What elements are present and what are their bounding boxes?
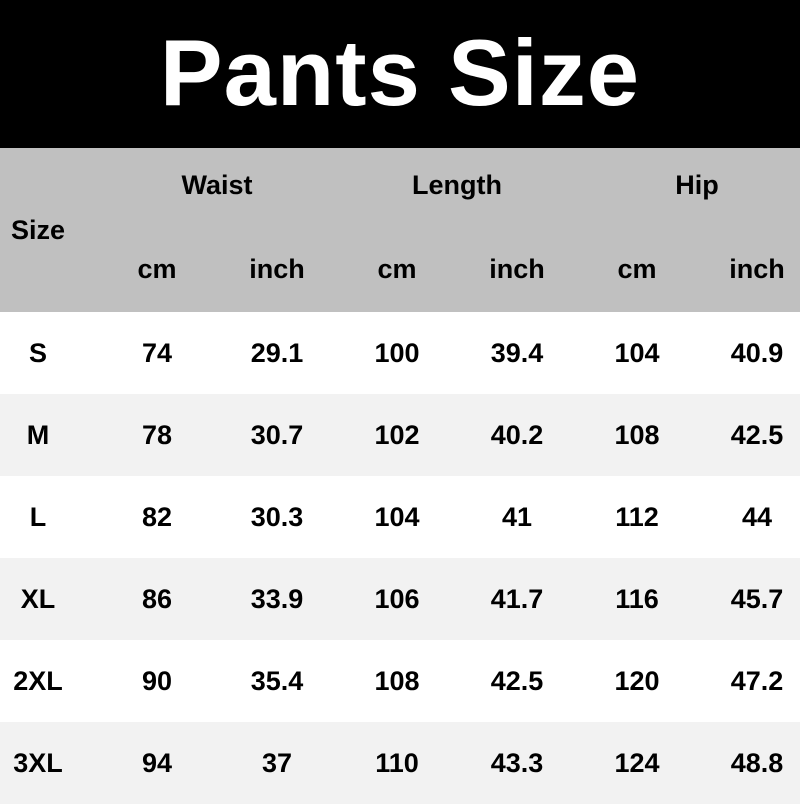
size-cell: S <box>28 337 47 368</box>
table-row: S 74 29.1 100 39.4 104 40.9 <box>0 312 800 394</box>
value-cell: 116 <box>615 583 659 614</box>
value-cell: 100 <box>374 337 420 368</box>
value-cell: 124 <box>614 747 660 778</box>
size-cell: 2XL <box>13 665 63 696</box>
unit-header: inch <box>489 254 545 284</box>
value-cell: 86 <box>141 583 173 614</box>
group-header-length: Length <box>412 170 502 200</box>
size-cell: M <box>26 419 50 450</box>
value-cell: 78 <box>141 419 173 450</box>
value-cell: 30.7 <box>250 419 304 450</box>
size-header: Size <box>10 214 66 245</box>
value-cell: 82 <box>141 501 173 532</box>
value-cell: 37 <box>261 747 293 778</box>
spacer <box>76 517 97 518</box>
value-cell: 43.3 <box>490 747 544 778</box>
unit-header: cm <box>377 254 417 284</box>
value-cell: 44 <box>741 501 773 532</box>
spacer <box>76 599 97 600</box>
value-cell: 104 <box>614 337 660 368</box>
size-cell: 3XL <box>13 747 63 778</box>
unit-header: inch <box>729 254 785 284</box>
value-cell: 40.2 <box>490 419 544 450</box>
table-row: 3XL 94 37 110 43.3 124 48.8 <box>0 722 800 804</box>
value-cell: 108 <box>614 419 660 450</box>
page-title: Pants Size <box>159 20 641 125</box>
value-cell: 33.9 <box>250 583 304 614</box>
unit-header: cm <box>137 254 177 284</box>
value-cell: 104 <box>374 501 420 532</box>
unit-headers: cm inch cm inch cm inch <box>97 254 800 285</box>
value-cell: 39.4 <box>490 337 544 368</box>
title-bar: Pants Size <box>0 0 800 148</box>
value-cell: 106 <box>374 583 420 614</box>
value-cell: 102 <box>374 419 420 450</box>
value-cell: 112 <box>615 501 659 532</box>
value-cell: 74 <box>141 337 173 368</box>
value-cell: 42.5 <box>490 665 544 696</box>
value-cell: 110 <box>375 747 419 778</box>
group-headers: Waist Length Hip <box>97 170 800 201</box>
value-cell: 41.7 <box>490 583 544 614</box>
value-cell: 108 <box>374 665 420 696</box>
unit-header: inch <box>249 254 305 284</box>
value-cell: 30.3 <box>250 501 304 532</box>
table-row: M 78 30.7 102 40.2 108 42.5 <box>0 394 800 476</box>
value-cell: 41 <box>501 501 533 532</box>
spacer <box>76 681 97 682</box>
value-cell: 120 <box>614 665 660 696</box>
table-header: Size Waist Length Hip cm inch cm inch cm… <box>0 148 800 312</box>
group-header-hip: Hip <box>675 170 719 200</box>
spacer <box>76 435 97 436</box>
group-header-waist: Waist <box>181 170 253 200</box>
table-row: XL 86 33.9 106 41.7 116 45.7 <box>0 558 800 640</box>
table-body: S 74 29.1 100 39.4 104 40.9 M 78 30.7 102 40.2 108 42… <box>0 312 800 804</box>
value-cell: 42.5 <box>730 419 784 450</box>
size-cell: L <box>29 501 47 532</box>
value-cell: 90 <box>141 665 173 696</box>
table-row: 2XL 90 35.4 108 42.5 120 47.2 <box>0 640 800 722</box>
unit-header: cm <box>617 254 657 284</box>
value-cell: 29.1 <box>250 337 304 368</box>
spacer <box>76 353 97 354</box>
size-cell: XL <box>20 583 56 614</box>
value-cell: 40.9 <box>730 337 784 368</box>
value-cell: 48.8 <box>730 747 784 778</box>
table-row: L 82 30.3 104 41 112 44 <box>0 476 800 558</box>
value-cell: 47.2 <box>730 665 784 696</box>
value-cell: 45.7 <box>730 583 784 614</box>
value-cell: 94 <box>141 747 173 778</box>
spacer <box>76 763 97 764</box>
value-cell: 35.4 <box>250 665 304 696</box>
